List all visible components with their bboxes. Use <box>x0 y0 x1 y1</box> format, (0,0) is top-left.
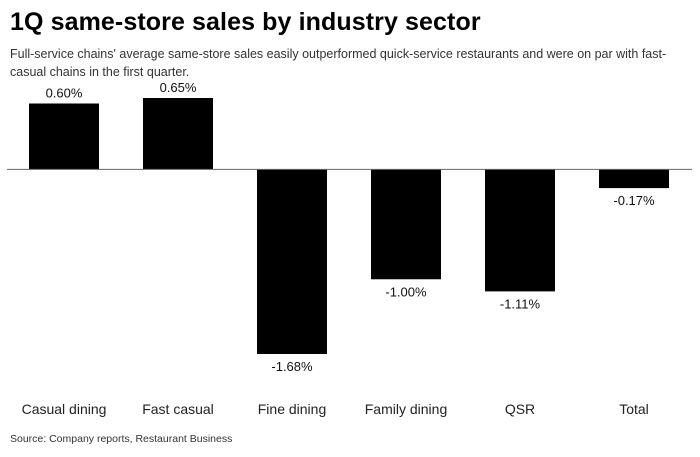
bar-total <box>599 169 669 189</box>
source-note: Source: Company reports, Restaurant Busi… <box>10 433 233 445</box>
bar-fast-casual <box>143 98 213 170</box>
chart-title: 1Q same-store sales by industry sector <box>10 8 481 36</box>
data-label-family-dining: -1.00% <box>385 284 427 299</box>
bar-qsr <box>485 169 555 292</box>
bar-family-dining <box>371 169 441 280</box>
category-label-fast-casual: Fast casual <box>142 401 214 417</box>
category-label-fine-dining: Fine dining <box>258 401 327 417</box>
category-label-family-dining: Family dining <box>365 401 447 417</box>
data-label-qsr: -1.11% <box>500 296 541 311</box>
data-label-casual-dining: 0.60% <box>46 85 83 100</box>
data-label-fine-dining: -1.68% <box>271 359 313 374</box>
bar-fine-dining <box>257 169 327 354</box>
data-label-total: -0.17% <box>613 193 655 208</box>
category-label-qsr: QSR <box>505 401 535 417</box>
category-label-total: Total <box>619 401 649 417</box>
data-label-fast-casual: 0.65% <box>160 80 197 95</box>
bar-casual-dining <box>29 103 99 170</box>
chart-subtitle: Full-service chains' average same-store … <box>10 47 667 79</box>
category-label-casual-dining: Casual dining <box>22 401 107 417</box>
